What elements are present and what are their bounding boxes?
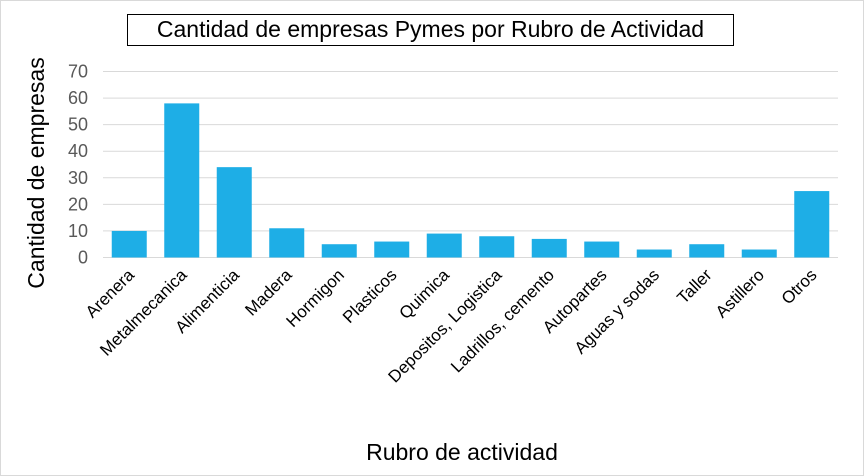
y-tick-label: 50 — [68, 115, 88, 135]
bar-quimica — [426, 233, 462, 258]
chart-title: Cantidad de empresas Pymes por Rubro de … — [127, 14, 734, 46]
category-label: Astillero — [712, 265, 768, 321]
bar-ladrillos-cemento — [531, 238, 567, 258]
y-tick-label: 30 — [68, 168, 88, 188]
category-label: Hormigon — [283, 265, 349, 331]
bar-aguas-y-sodas — [636, 249, 672, 258]
y-axis-title: Cantidad de empresas — [23, 57, 49, 288]
y-tick-label: 40 — [68, 141, 88, 161]
gridlines — [103, 71, 838, 258]
y-tick-label: 10 — [68, 221, 88, 241]
bar-otros — [794, 191, 830, 258]
category-label: Plasticos — [339, 265, 401, 327]
bar-madera — [269, 228, 305, 258]
y-tick-label: 20 — [68, 194, 88, 214]
y-tick-label: 60 — [68, 88, 88, 108]
y-tick-label: 70 — [68, 62, 88, 82]
bar-hormigon — [321, 244, 357, 258]
bar-depositos-logistica — [479, 236, 515, 258]
bar-metalmecanica — [164, 103, 200, 258]
bar-plasticos — [374, 241, 410, 258]
bar-astillero — [741, 249, 777, 258]
category-label: Taller — [673, 265, 715, 307]
bar-autopartes — [584, 241, 620, 258]
bar-alimenticia — [216, 167, 252, 258]
y-tick-labels: 0 10 20 30 40 50 60 70 — [68, 62, 88, 268]
category-label: Otros — [778, 265, 821, 308]
bar-taller — [689, 244, 725, 258]
bars — [111, 103, 830, 258]
bar-arenera — [111, 230, 147, 258]
category-labels: AreneraMetalmecanicaAlimenticiaMaderaHor… — [82, 265, 821, 386]
y-tick-label: 0 — [78, 248, 88, 268]
x-axis-title: Rubro de actividad — [366, 439, 558, 465]
